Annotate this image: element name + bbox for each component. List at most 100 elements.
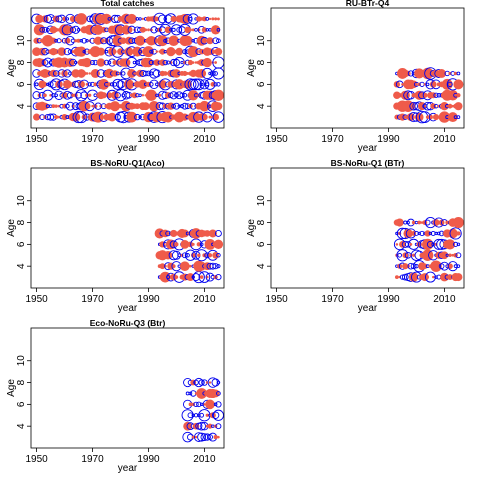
negative-residual-point bbox=[210, 25, 221, 35]
negative-residual-point bbox=[101, 13, 112, 25]
negative-residual-point bbox=[100, 92, 107, 99]
positive-residual-point bbox=[199, 402, 204, 407]
positive-residual-point bbox=[182, 49, 188, 55]
negative-residual-point bbox=[174, 242, 179, 247]
positive-residual-point bbox=[199, 82, 204, 87]
plot-frame bbox=[30, 7, 225, 129]
negative-residual-point bbox=[123, 79, 134, 90]
positive-residual-point bbox=[419, 230, 425, 237]
negative-residual-point bbox=[432, 114, 440, 121]
negative-residual-point bbox=[109, 101, 120, 112]
negative-residual-point bbox=[211, 389, 220, 398]
negative-residual-point bbox=[61, 92, 68, 99]
negative-residual-point bbox=[213, 435, 218, 440]
positive-residual-point bbox=[176, 26, 183, 33]
negative-residual-point bbox=[456, 231, 461, 236]
x-axis-label: year bbox=[118, 303, 138, 314]
positive-residual-point bbox=[213, 71, 218, 76]
negative-residual-point bbox=[98, 78, 110, 90]
x-axis-label: year bbox=[118, 143, 138, 154]
negative-residual-point bbox=[403, 228, 413, 239]
negative-residual-point bbox=[54, 115, 59, 120]
y-tick-label: 4 bbox=[256, 263, 267, 269]
negative-residual-point bbox=[214, 102, 223, 111]
negative-residual-point bbox=[212, 113, 220, 121]
negative-residual-point bbox=[116, 104, 119, 108]
negative-residual-point bbox=[141, 102, 150, 111]
negative-residual-point bbox=[194, 61, 198, 64]
positive-residual-point bbox=[437, 231, 441, 236]
positive-residual-point bbox=[205, 17, 210, 21]
positive-residual-point bbox=[107, 60, 112, 65]
negative-residual-point bbox=[93, 82, 98, 87]
positive-residual-point bbox=[76, 28, 81, 32]
negative-residual-point bbox=[453, 71, 458, 76]
negative-residual-point bbox=[50, 37, 57, 44]
negative-residual-point bbox=[435, 251, 443, 259]
positive-residual-point bbox=[197, 432, 207, 442]
positive-residual-point bbox=[150, 26, 158, 34]
x-tick-label: 2010 bbox=[433, 134, 456, 145]
negative-residual-point bbox=[171, 49, 177, 55]
positive-residual-point bbox=[194, 377, 204, 388]
plot-frame bbox=[30, 167, 225, 289]
plot-frame bbox=[270, 167, 465, 289]
panel-3: BS-NoRU-Q1(Aco) 1950 1970 1990 2010 4 6 8 10 year… bbox=[6, 158, 225, 314]
negative-residual-point bbox=[83, 102, 91, 110]
negative-residual-point bbox=[180, 229, 189, 238]
positive-residual-point bbox=[193, 432, 204, 442]
negative-residual-point bbox=[171, 264, 176, 269]
negative-residual-point bbox=[394, 275, 399, 279]
positive-residual-point bbox=[192, 78, 205, 91]
x-tick-label: 1950 bbox=[25, 294, 48, 305]
x-tick-label: 1990 bbox=[137, 134, 160, 145]
negative-residual-point bbox=[197, 253, 201, 257]
positive-residual-point bbox=[86, 15, 94, 23]
positive-residual-point bbox=[135, 17, 140, 21]
negative-residual-point bbox=[180, 261, 190, 272]
y-tick-label: 10 bbox=[16, 195, 27, 207]
positive-residual-point bbox=[69, 58, 77, 67]
y-tick-label: 6 bbox=[16, 81, 27, 87]
x-tick-label: 1990 bbox=[377, 134, 400, 145]
negative-residual-point bbox=[57, 47, 66, 56]
positive-residual-point bbox=[203, 433, 211, 441]
positive-residual-point bbox=[65, 17, 70, 21]
negative-residual-point bbox=[186, 264, 190, 268]
positive-residual-point bbox=[197, 421, 207, 431]
x-tick-label: 1970 bbox=[81, 294, 104, 305]
negative-residual-point bbox=[429, 80, 437, 88]
positive-residual-point bbox=[187, 412, 194, 419]
negative-residual-point bbox=[447, 103, 453, 109]
positive-residual-point bbox=[192, 273, 200, 282]
negative-residual-point bbox=[175, 47, 184, 56]
negative-residual-point bbox=[159, 263, 166, 270]
negative-residual-point bbox=[111, 70, 119, 77]
negative-residual-point bbox=[211, 17, 215, 21]
positive-residual-point bbox=[434, 275, 438, 279]
negative-residual-point bbox=[82, 17, 86, 21]
positive-residual-point bbox=[209, 70, 216, 77]
positive-residual-point bbox=[455, 252, 462, 259]
negative-residual-point bbox=[57, 115, 61, 119]
negative-residual-point bbox=[162, 71, 168, 76]
negative-residual-point bbox=[447, 90, 459, 101]
negative-residual-point bbox=[197, 261, 207, 271]
negative-residual-point bbox=[173, 111, 185, 123]
positive-residual-point bbox=[456, 264, 461, 268]
negative-residual-point bbox=[38, 47, 46, 56]
negative-residual-point bbox=[77, 80, 85, 88]
negative-residual-point bbox=[159, 48, 166, 55]
negative-residual-point bbox=[208, 17, 212, 21]
negative-residual-point bbox=[154, 16, 160, 22]
positive-residual-point bbox=[107, 17, 112, 21]
negative-residual-point bbox=[139, 26, 146, 33]
negative-residual-point bbox=[96, 47, 105, 56]
negative-residual-point bbox=[401, 221, 404, 224]
y-tick-label: 8 bbox=[16, 59, 27, 65]
negative-residual-point bbox=[432, 219, 440, 227]
negative-residual-point bbox=[208, 61, 212, 64]
positive-residual-point bbox=[79, 39, 84, 43]
negative-residual-point bbox=[33, 24, 45, 36]
positive-residual-point bbox=[87, 82, 92, 87]
